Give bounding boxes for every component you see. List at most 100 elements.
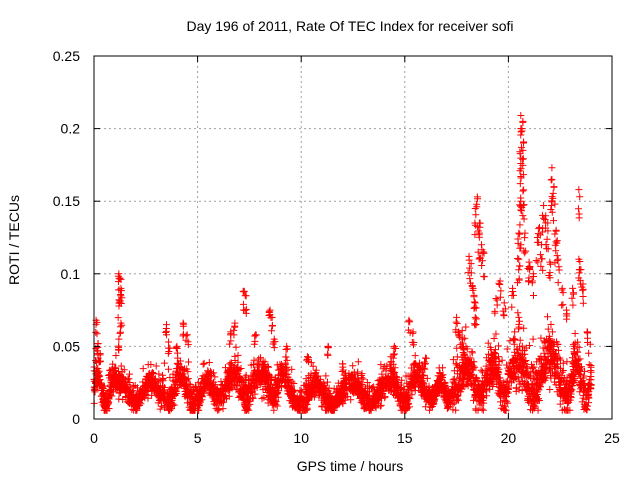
data-point (562, 395, 570, 403)
data-point (232, 381, 240, 389)
data-point (349, 362, 357, 370)
data-point (124, 383, 132, 391)
data-point (311, 377, 319, 385)
data-point (563, 358, 571, 366)
data-point (449, 356, 457, 364)
data-point (558, 368, 566, 376)
data-point (288, 365, 296, 373)
data-point (530, 273, 538, 281)
data-point (250, 356, 258, 364)
data-point (277, 366, 285, 374)
data-point (387, 374, 395, 382)
data-point (304, 393, 312, 401)
data-point (546, 260, 554, 268)
data-point (406, 403, 414, 411)
data-point (495, 279, 503, 287)
data-point (251, 337, 259, 345)
data-point (548, 352, 556, 360)
data-point (93, 330, 101, 338)
data-point (521, 249, 529, 257)
data-point (391, 350, 399, 358)
data-point (449, 376, 457, 384)
y-tick-label: 0.05 (53, 338, 80, 354)
data-point (555, 374, 563, 382)
data-point (471, 204, 479, 212)
data-point (519, 118, 527, 126)
data-point (587, 363, 595, 371)
data-point (240, 287, 248, 295)
data-point (184, 341, 192, 349)
data-point (158, 382, 166, 390)
data-point (318, 391, 326, 399)
data-point (165, 338, 173, 346)
data-point (515, 386, 523, 394)
data-point (521, 357, 529, 365)
data-point (124, 398, 132, 406)
data-point (118, 368, 126, 376)
data-point (154, 399, 162, 407)
data-point (511, 328, 519, 336)
data-points (90, 112, 595, 414)
data-point (426, 406, 434, 414)
data-point (500, 312, 508, 320)
data-point (282, 345, 290, 353)
data-point (168, 394, 176, 402)
data-point (438, 387, 446, 395)
data-point (544, 313, 552, 321)
data-point (496, 280, 504, 288)
data-point (144, 361, 152, 369)
data-point (547, 374, 555, 382)
data-point (260, 361, 268, 369)
data-point (155, 370, 163, 378)
data-point (515, 366, 523, 374)
data-point (574, 205, 582, 213)
data-point (94, 343, 102, 351)
data-point (403, 379, 411, 387)
data-point (583, 402, 591, 410)
data-point (340, 391, 348, 399)
data-point (500, 381, 508, 389)
data-point (467, 359, 475, 367)
data-point (121, 386, 129, 394)
data-point (353, 387, 361, 395)
data-point (571, 342, 579, 350)
data-point (453, 320, 461, 328)
data-point (164, 365, 172, 373)
data-point (502, 406, 510, 414)
data-point (271, 384, 279, 392)
data-point (208, 390, 216, 398)
data-point (492, 330, 500, 338)
data-point (481, 373, 489, 381)
data-point (388, 369, 396, 377)
data-point (115, 335, 123, 343)
data-point (271, 374, 279, 382)
data-point (176, 375, 184, 383)
data-point (472, 211, 480, 219)
data-point (180, 367, 188, 375)
data-point (206, 391, 214, 399)
data-point (553, 257, 561, 265)
data-point (476, 254, 484, 262)
data-point (393, 374, 401, 382)
data-point (253, 383, 261, 391)
data-point (387, 358, 395, 366)
data-point (139, 365, 147, 373)
data-point (526, 406, 534, 414)
data-point (173, 344, 181, 352)
data-point (558, 286, 566, 294)
data-point (482, 386, 490, 394)
data-point (478, 368, 486, 376)
y-axis-label: ROTI / TECUs (6, 195, 22, 285)
data-point (250, 372, 258, 380)
data-point (499, 401, 507, 409)
data-point (101, 406, 109, 414)
data-point (559, 301, 567, 309)
data-point (449, 394, 457, 402)
data-point (185, 380, 193, 388)
data-point (265, 386, 273, 394)
data-point (189, 384, 197, 392)
data-point (522, 385, 530, 393)
data-point (117, 362, 125, 370)
data-point (528, 361, 536, 369)
data-point (476, 401, 484, 409)
